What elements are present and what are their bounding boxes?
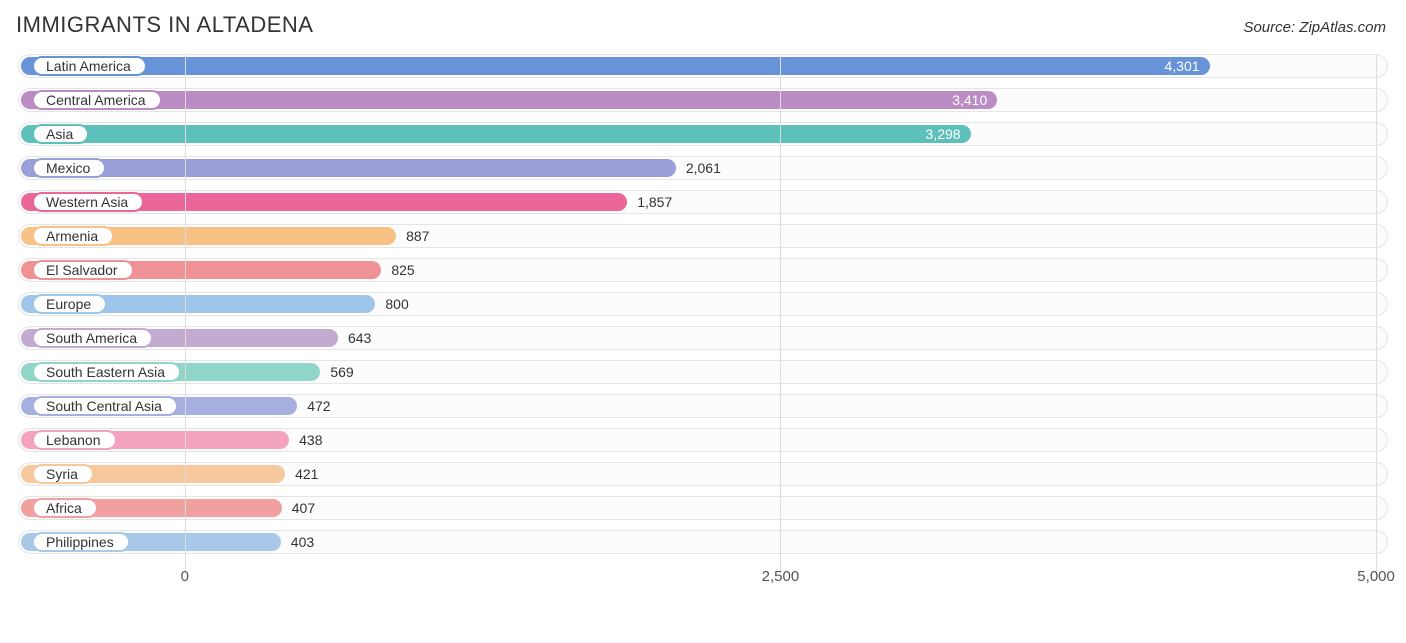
- grid-line: [185, 54, 186, 572]
- bar-row: Lebanon 438: [18, 428, 1388, 452]
- grid-line: [1376, 54, 1377, 572]
- bar-label-pill: Syria: [32, 464, 94, 484]
- bar-value: 1,857: [637, 190, 672, 214]
- bar-fill: [21, 125, 971, 143]
- bar-label-pill: El Salvador: [32, 260, 134, 280]
- bar-label-pill: Asia: [32, 124, 89, 144]
- x-tick: 5,000: [1357, 568, 1395, 585]
- x-tick: 0: [181, 568, 189, 585]
- bar-value: 825: [391, 258, 414, 282]
- bar-row: Western Asia 1,857: [18, 190, 1388, 214]
- bar-row: Philippines 403: [18, 530, 1388, 554]
- bar-row: El Salvador 825: [18, 258, 1388, 282]
- chart-header: IMMIGRANTS IN ALTADENA Source: ZipAtlas.…: [0, 0, 1406, 46]
- bar-value: 3,410: [952, 88, 987, 112]
- bar-list: Latin America 4,301 Central America 3,410 As…: [18, 54, 1388, 554]
- bar-row: South America 643: [18, 326, 1388, 350]
- bar-row: Asia 3,298: [18, 122, 1388, 146]
- bar-value: 800: [385, 292, 408, 316]
- bar-row: Europe 800: [18, 292, 1388, 316]
- bar-value: 4,301: [1164, 54, 1199, 78]
- bar-row: South Central Asia 472: [18, 394, 1388, 418]
- bar-row: Mexico 2,061: [18, 156, 1388, 180]
- bar-label-pill: Western Asia: [32, 192, 144, 212]
- bar-fill: [21, 91, 997, 109]
- bar-row: Armenia 887: [18, 224, 1388, 248]
- bar-value: 569: [330, 360, 353, 384]
- bar-row: Africa 407: [18, 496, 1388, 520]
- bar-label-pill: Latin America: [32, 56, 147, 76]
- bar-value: 407: [292, 496, 315, 520]
- x-axis: 02,5005,000: [18, 564, 1388, 592]
- bar-label-pill: Armenia: [32, 226, 114, 246]
- bar-row: Latin America 4,301: [18, 54, 1388, 78]
- bar-label-pill: Mexico: [32, 158, 106, 178]
- chart-area: Latin America 4,301 Central America 3,410 As…: [18, 54, 1388, 592]
- bar-value: 438: [299, 428, 322, 452]
- bar-row: Syria 421: [18, 462, 1388, 486]
- bar-value: 472: [307, 394, 330, 418]
- bar-label-pill: Africa: [32, 498, 98, 518]
- bar-row: Central America 3,410: [18, 88, 1388, 112]
- bar-fill: [21, 57, 1210, 75]
- bar-label-pill: Central America: [32, 90, 162, 110]
- chart-title: IMMIGRANTS IN ALTADENA: [16, 12, 313, 38]
- bar-label-pill: South Central Asia: [32, 396, 178, 416]
- grid-line: [780, 54, 781, 572]
- bar-label-pill: Lebanon: [32, 430, 117, 450]
- bar-value: 403: [291, 530, 314, 554]
- bar-value: 421: [295, 462, 318, 486]
- x-tick: 2,500: [762, 568, 800, 585]
- bar-value: 3,298: [926, 122, 961, 146]
- bar-label-pill: Europe: [32, 294, 107, 314]
- bar-fill: [21, 159, 676, 177]
- bar-label-pill: South America: [32, 328, 153, 348]
- chart-source: Source: ZipAtlas.com: [1243, 19, 1386, 36]
- bar-value: 2,061: [686, 156, 721, 180]
- bar-label-pill: South Eastern Asia: [32, 362, 181, 382]
- bar-row: South Eastern Asia 569: [18, 360, 1388, 384]
- bar-value: 643: [348, 326, 371, 350]
- bar-label-pill: Philippines: [32, 532, 130, 552]
- bar-value: 887: [406, 224, 429, 248]
